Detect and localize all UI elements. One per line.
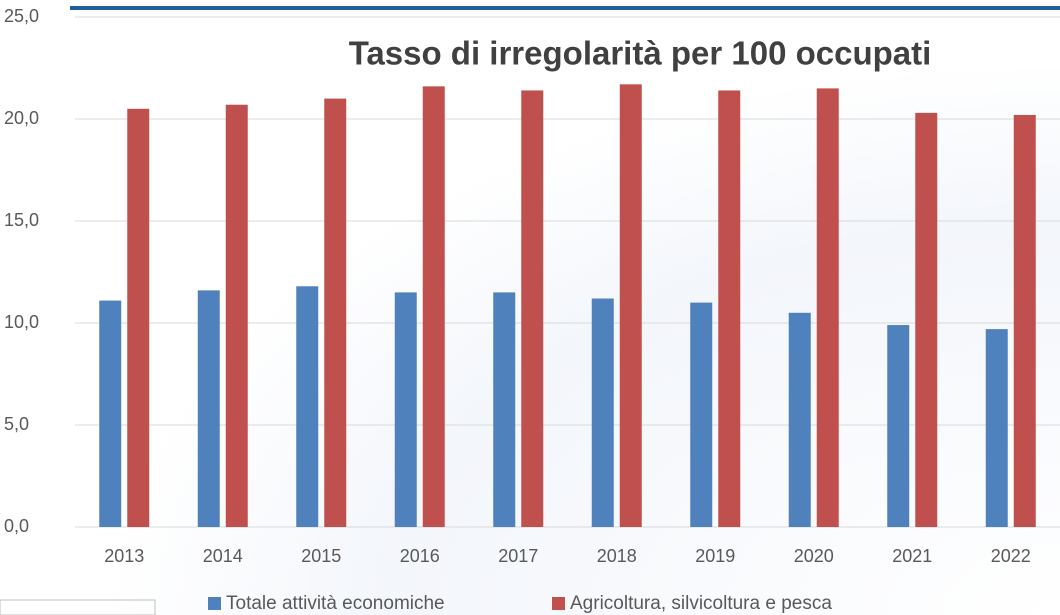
bar: [788, 312, 811, 527]
bar: [985, 329, 1008, 527]
x-tick-label: 2018: [597, 546, 637, 566]
y-tick-label: 10,0: [4, 312, 39, 332]
bar: [324, 98, 347, 527]
x-tick-label: 2022: [991, 546, 1031, 566]
legend-label: Agricoltura, silvicoltura e pesca: [570, 593, 832, 614]
bar: [619, 84, 642, 527]
bar: [690, 302, 713, 527]
bar: [394, 292, 417, 527]
x-tick-label: 2013: [104, 546, 144, 566]
top-rule: [70, 6, 1060, 10]
y-tick-label: 20,0: [4, 108, 39, 128]
bar: [915, 112, 938, 527]
corner-box: [0, 599, 156, 615]
y-tick-label: 5,0: [4, 414, 29, 434]
legend-swatch: [208, 597, 221, 610]
y-tick-label: 0,0: [4, 516, 29, 536]
bar: [197, 290, 220, 527]
bar: [521, 90, 544, 527]
x-tick-label: 2015: [301, 546, 341, 566]
x-tick-label: 2020: [794, 546, 834, 566]
bar: [99, 300, 122, 527]
bar: [1013, 114, 1036, 528]
bar: [816, 88, 839, 528]
bar: [225, 104, 248, 527]
x-tick-label: 2017: [498, 546, 538, 566]
x-tick-label: 2014: [203, 546, 243, 566]
legend-label: Totale attività economiche: [226, 593, 445, 614]
chart-title: Tasso di irregolarità per 100 occupati: [349, 35, 932, 72]
bar: [591, 298, 614, 527]
bar: [718, 90, 741, 527]
bar: [127, 108, 150, 528]
bar: [422, 86, 445, 528]
x-tick-label: 2021: [892, 546, 932, 566]
bar: [887, 325, 910, 527]
x-tick-label: 2019: [695, 546, 735, 566]
bar: [296, 286, 319, 527]
bar: [493, 292, 516, 527]
legend-swatch: [552, 597, 565, 610]
x-tick-label: 2016: [400, 546, 440, 566]
y-tick-label: 25,0: [4, 6, 39, 26]
y-tick-label: 15,0: [4, 210, 39, 230]
